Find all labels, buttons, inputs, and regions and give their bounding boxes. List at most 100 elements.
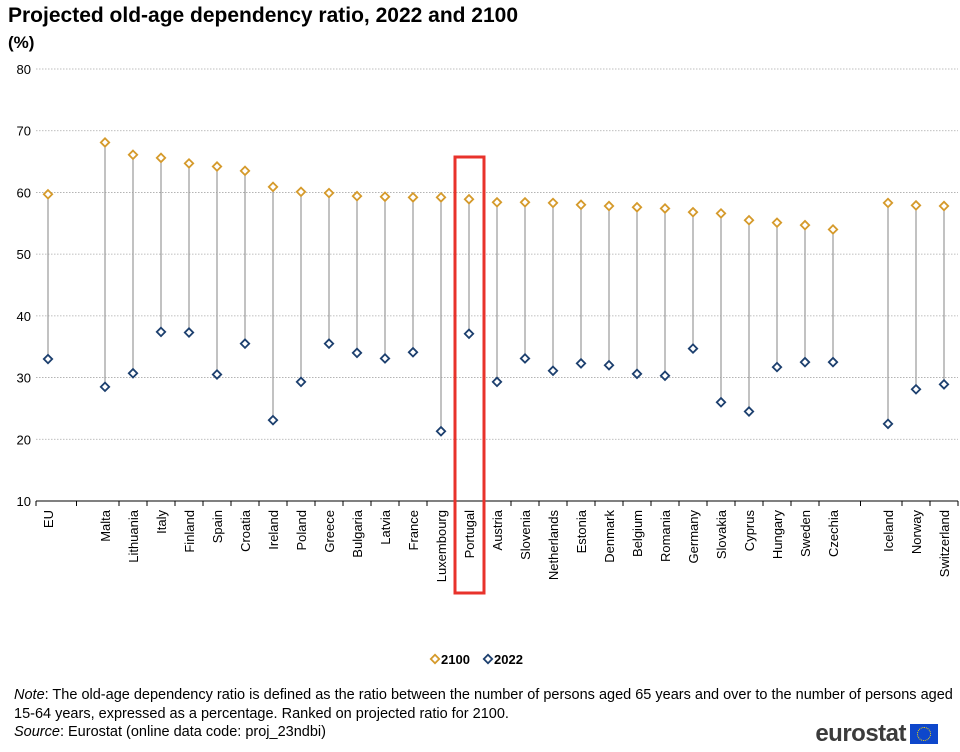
y-tick-label: 40	[17, 309, 31, 324]
unit-label: (%)	[8, 33, 35, 52]
marker-2022	[295, 376, 307, 388]
marker-2022	[799, 356, 811, 368]
marker-2100	[183, 157, 195, 169]
x-category-label: Malta	[98, 509, 113, 542]
x-category-label: Portugal	[462, 510, 477, 559]
marker-2022	[99, 381, 111, 393]
marker-2022	[882, 418, 894, 430]
note-body: : The old-age dependency ratio is define…	[14, 687, 953, 722]
marker-2100	[379, 191, 391, 203]
marker-2100	[99, 136, 111, 148]
x-category-label: Austria	[490, 509, 505, 550]
eu-flag-icon	[910, 724, 938, 744]
x-category-label: Ireland	[266, 510, 281, 550]
marker-2022	[379, 352, 391, 364]
x-category-label: Greece	[322, 510, 337, 553]
marker-2100	[407, 191, 419, 203]
source-text: Source: Eurostat (online data code: proj…	[14, 723, 960, 742]
marker-2100	[575, 199, 587, 211]
marker-2022	[519, 352, 531, 364]
logo-text: eurostat	[815, 720, 906, 747]
x-category-label: Czechia	[826, 509, 841, 557]
marker-2100	[491, 196, 503, 208]
marker-2100	[715, 207, 727, 219]
marker-2022	[42, 353, 54, 365]
marker-2022	[715, 396, 727, 408]
x-category-label: Hungary	[770, 510, 785, 560]
marker-2100	[239, 165, 251, 177]
x-category-label: Estonia	[574, 509, 589, 553]
marker-2022	[575, 357, 587, 369]
x-category-label: Latvia	[378, 509, 393, 544]
marker-2100	[799, 219, 811, 231]
x-category-label: France	[406, 510, 421, 550]
dot-plot-chart: 10 20 30 40 50 60 70 80 EU Malta Lithuania Italy Fin…	[17, 62, 959, 667]
marker-2022	[603, 359, 615, 371]
marker-2022	[547, 365, 559, 377]
marker-2100	[743, 214, 755, 226]
marker-2100	[351, 190, 363, 202]
marker-2100	[267, 181, 279, 193]
marker-2022	[435, 425, 447, 437]
y-tick-label: 70	[17, 124, 31, 139]
marker-2022	[267, 414, 279, 426]
marker-2022	[239, 338, 251, 350]
y-tick-label: 10	[17, 494, 31, 509]
y-tick-label: 80	[17, 62, 31, 77]
marker-2100	[910, 199, 922, 211]
source-body: : Eurostat (online data code: proj_23ndb…	[59, 724, 326, 740]
marker-2022	[463, 328, 475, 340]
marker-2100	[827, 223, 839, 235]
x-category-label: Norway	[909, 510, 924, 555]
marker-2100	[211, 161, 223, 172]
marker-2100	[938, 200, 950, 212]
x-category-label: Croatia	[238, 509, 253, 552]
x-category-label: Netherlands	[546, 510, 561, 581]
note-label: Note	[14, 687, 45, 703]
marker-2100	[547, 197, 559, 209]
footnote: Note: The old-age dependency ratio is de…	[14, 686, 960, 742]
marker-2100	[42, 188, 54, 200]
marker-2022	[910, 383, 922, 395]
x-category-label: Sweden	[798, 510, 813, 557]
legend-label-2100: 2100	[441, 652, 470, 667]
marker-2022	[687, 343, 699, 355]
legend-marker-2100	[429, 653, 441, 665]
x-category-label: Belgium	[630, 510, 645, 557]
source-label: Source	[14, 724, 60, 740]
x-category-label: Finland	[182, 510, 197, 553]
marker-2022	[491, 376, 503, 388]
legend-label-2022: 2022	[494, 652, 523, 667]
marker-2022	[743, 406, 755, 417]
marker-2022	[323, 338, 335, 350]
marker-2100	[323, 187, 335, 199]
x-category-label: Slovakia	[714, 509, 729, 559]
marker-2100	[155, 152, 167, 164]
marker-2022	[938, 378, 950, 390]
marker-2100	[882, 197, 894, 209]
marker-2022	[659, 370, 671, 382]
y-tick-label: 50	[17, 247, 31, 262]
marker-2022	[407, 346, 419, 358]
x-category-label: Poland	[294, 510, 309, 550]
marker-2022	[351, 347, 363, 359]
marker-2100	[771, 217, 783, 229]
y-tick-label: 30	[17, 371, 31, 386]
x-category-label: Germany	[686, 510, 701, 564]
x-category-label: Cyprus	[742, 510, 757, 552]
x-category-label: Spain	[210, 510, 225, 543]
x-category-label: Romania	[658, 509, 673, 562]
highlight-box	[453, 155, 486, 595]
marker-2022	[127, 367, 139, 379]
x-category-label: Switzerland	[937, 510, 952, 577]
marker-2022	[183, 327, 195, 338]
marker-2022	[155, 326, 167, 338]
marker-2022	[631, 368, 643, 380]
marker-2100	[435, 191, 447, 203]
marker-2100	[659, 203, 671, 214]
y-tick-label: 60	[17, 185, 31, 200]
marker-2100	[631, 201, 643, 213]
x-category-label: Slovenia	[518, 509, 533, 560]
marker-2022	[211, 369, 223, 380]
marker-2022	[771, 361, 783, 373]
